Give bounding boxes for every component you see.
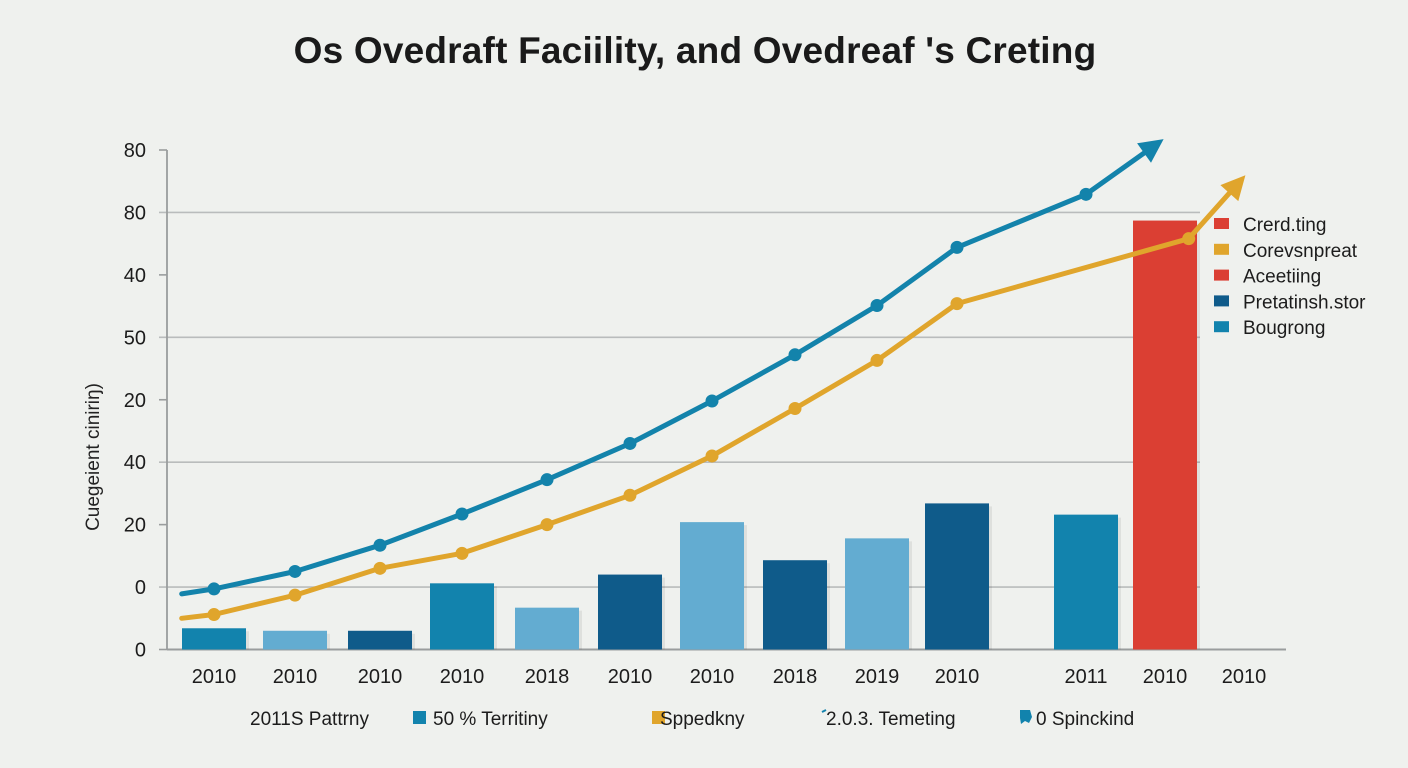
x-tick-label: 2019 bbox=[855, 666, 900, 688]
legend-label: 2011S Pattrny bbox=[250, 709, 370, 730]
series-point bbox=[705, 394, 719, 408]
bar bbox=[430, 583, 494, 650]
bar bbox=[763, 560, 827, 650]
series-point bbox=[950, 240, 964, 254]
y-tick-label: 0 bbox=[135, 640, 146, 662]
x-tick-label: 2010 bbox=[358, 666, 403, 688]
legend-swatch bbox=[413, 711, 426, 724]
series-point bbox=[540, 473, 554, 487]
x-tick-label: 2010 bbox=[440, 666, 485, 688]
y-tick-label: 80 bbox=[124, 202, 146, 224]
x-tick-labels: 2010 2010 2010 2010 2018 2010 2010 2018 2019 2010… bbox=[192, 666, 1267, 688]
x-tick-label: 2010 bbox=[1143, 666, 1188, 688]
legend-swatch bbox=[1214, 218, 1229, 229]
lines bbox=[179, 139, 1246, 622]
series-point bbox=[788, 348, 802, 362]
legend-swatch bbox=[1214, 269, 1229, 281]
bar bbox=[1054, 514, 1118, 650]
x-tick-label: 2018 bbox=[525, 666, 570, 688]
bars bbox=[182, 220, 1200, 650]
series-line-0 bbox=[179, 141, 1160, 597]
series-point bbox=[623, 488, 637, 502]
legend-tick-icon bbox=[821, 709, 827, 713]
legend-label: Corevsnpreat bbox=[1243, 241, 1358, 262]
legend-label: 2.0.3. Temeting bbox=[826, 709, 956, 730]
series-point bbox=[455, 546, 469, 560]
series-point bbox=[870, 298, 884, 312]
legend-blob-icon bbox=[1020, 710, 1032, 724]
bar bbox=[680, 522, 744, 650]
y-tick-label: 50 bbox=[124, 327, 146, 349]
gridlines bbox=[159, 211, 1200, 588]
legend-swatch bbox=[1214, 295, 1229, 307]
y-tick-label: 0 bbox=[135, 577, 146, 599]
series-point bbox=[373, 561, 387, 575]
legend-label: Sppedkny bbox=[660, 709, 745, 730]
y-tick-labels: 0 0 20 40 20 50 40 80 80 bbox=[124, 140, 146, 662]
x-tick-label: 2011 bbox=[1064, 666, 1107, 688]
legend-label: 50 % Territiny bbox=[433, 709, 548, 730]
bar bbox=[182, 628, 246, 650]
y-tick-label: 20 bbox=[124, 515, 146, 537]
series-point bbox=[950, 297, 964, 311]
legend-bottom: 2011S Pattrny 50 % Territiny Sppedkny 2.0.3… bbox=[250, 709, 1134, 730]
series-point bbox=[788, 401, 802, 415]
legend-label: Bougrong bbox=[1243, 318, 1325, 339]
x-tick-label: 2010 bbox=[608, 666, 653, 688]
x-tick-label: 2010 bbox=[273, 666, 318, 688]
x-tick-label: 2010 bbox=[935, 666, 980, 688]
legend-label: 0 Spinckind bbox=[1036, 709, 1134, 730]
bar bbox=[515, 607, 579, 650]
series-point bbox=[288, 564, 302, 578]
legend-label: Crerd.ting bbox=[1243, 215, 1326, 236]
bar bbox=[925, 503, 989, 650]
series-point bbox=[705, 449, 719, 463]
arrowhead-icon bbox=[1220, 175, 1246, 202]
bar bbox=[845, 538, 909, 650]
y-tick-label: 20 bbox=[124, 390, 146, 412]
x-tick-label: 2010 bbox=[690, 666, 735, 688]
legend-swatch bbox=[1214, 321, 1229, 333]
legend-right: Crerd.ting Corevsnpreat Aceetiing Pretatins… bbox=[1214, 215, 1366, 339]
series-point bbox=[1182, 232, 1196, 246]
x-tick-label: 2010 bbox=[192, 666, 237, 688]
series-point bbox=[1079, 187, 1093, 201]
legend-swatch bbox=[652, 711, 665, 724]
arrowhead-icon bbox=[1137, 139, 1164, 163]
bar bbox=[263, 630, 327, 650]
series-point bbox=[870, 353, 884, 367]
bar bbox=[1133, 220, 1197, 650]
bar bbox=[348, 630, 412, 650]
chart-title: Os Ovedraft Faciility, and Ovedreaf 's C… bbox=[293, 30, 1097, 71]
x-tick-label: 2018 bbox=[773, 666, 818, 688]
x-tick-label: 2010 bbox=[1222, 666, 1267, 688]
y-tick-label: 40 bbox=[124, 452, 146, 474]
series-point bbox=[207, 582, 221, 596]
y-tick-label: 40 bbox=[124, 265, 146, 287]
bar bbox=[598, 574, 662, 650]
legend-label: Aceetiing bbox=[1243, 267, 1321, 288]
series-point bbox=[373, 538, 387, 552]
legend-label: Pretatinsh.stor bbox=[1243, 292, 1366, 313]
y-tick-label: 80 bbox=[124, 140, 146, 162]
series-point bbox=[207, 608, 221, 622]
series-point bbox=[540, 518, 554, 532]
series-point bbox=[455, 507, 469, 521]
series-point bbox=[623, 436, 637, 450]
series-point bbox=[288, 588, 302, 602]
legend-swatch bbox=[1214, 243, 1229, 255]
